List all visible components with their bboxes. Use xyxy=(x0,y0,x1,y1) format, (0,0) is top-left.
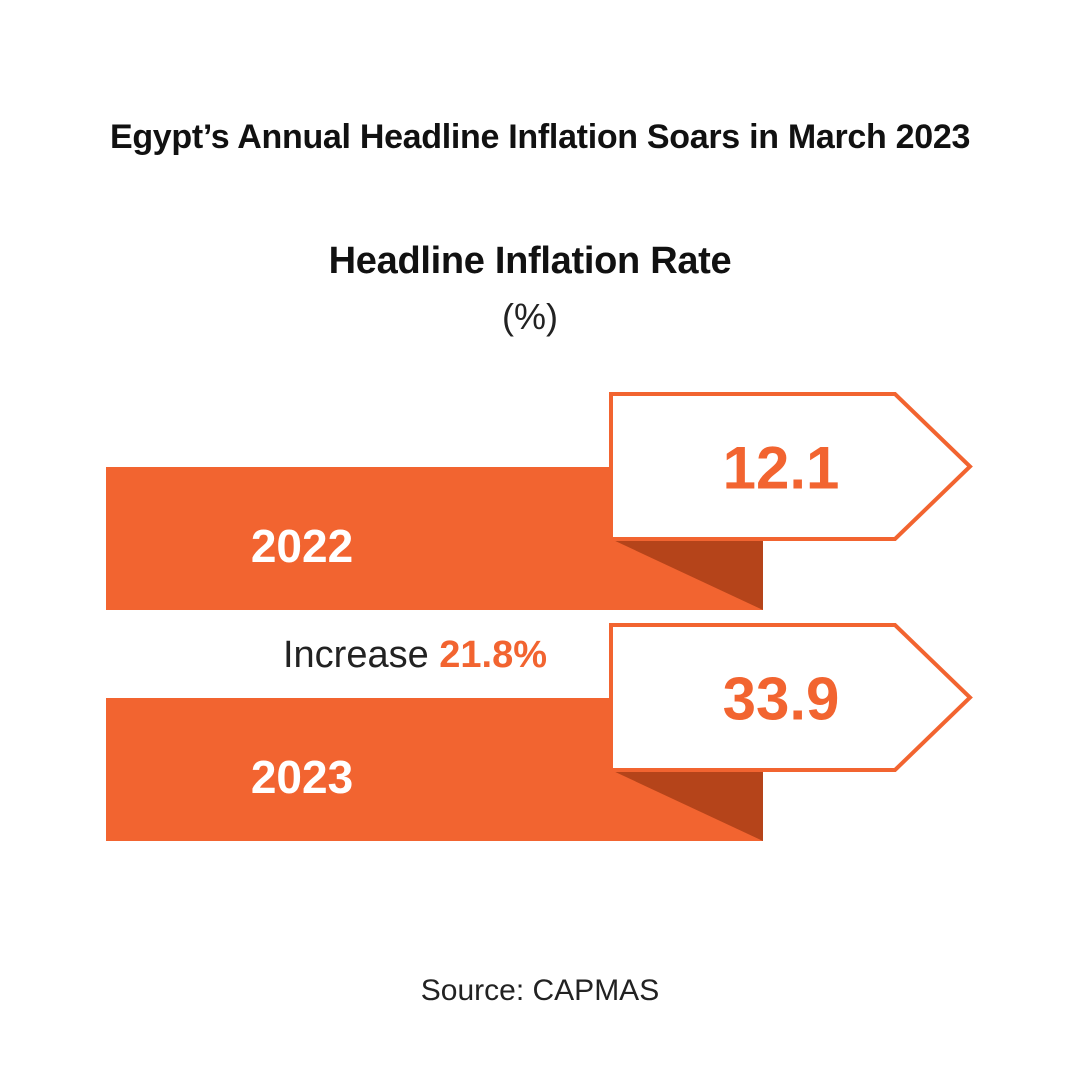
bar-fold-shadow-2022 xyxy=(611,539,763,610)
value-label-2022: 12.1 xyxy=(723,435,840,502)
chart-subtitle: Headline Inflation Rate xyxy=(328,240,732,282)
unit-label: (%) xyxy=(502,296,558,337)
source-note: Source: CAPMAS xyxy=(420,974,660,1007)
value-callout-2022 xyxy=(609,392,973,541)
category-label-2022: 2022 xyxy=(251,520,353,572)
increase-label: Increase xyxy=(282,634,429,676)
value-label-2023: 33.9 xyxy=(723,666,840,733)
increase-annotation: Increase 21.8% xyxy=(230,634,600,677)
category-label-2023: 2023 xyxy=(251,751,353,803)
bar-fold-shadow-2023 xyxy=(611,770,763,841)
chart-title: Egypt’s Annual Headline Inflation Soars … xyxy=(109,118,971,156)
increase-value: 21.8% xyxy=(439,634,548,676)
value-callout-2023 xyxy=(609,623,973,772)
